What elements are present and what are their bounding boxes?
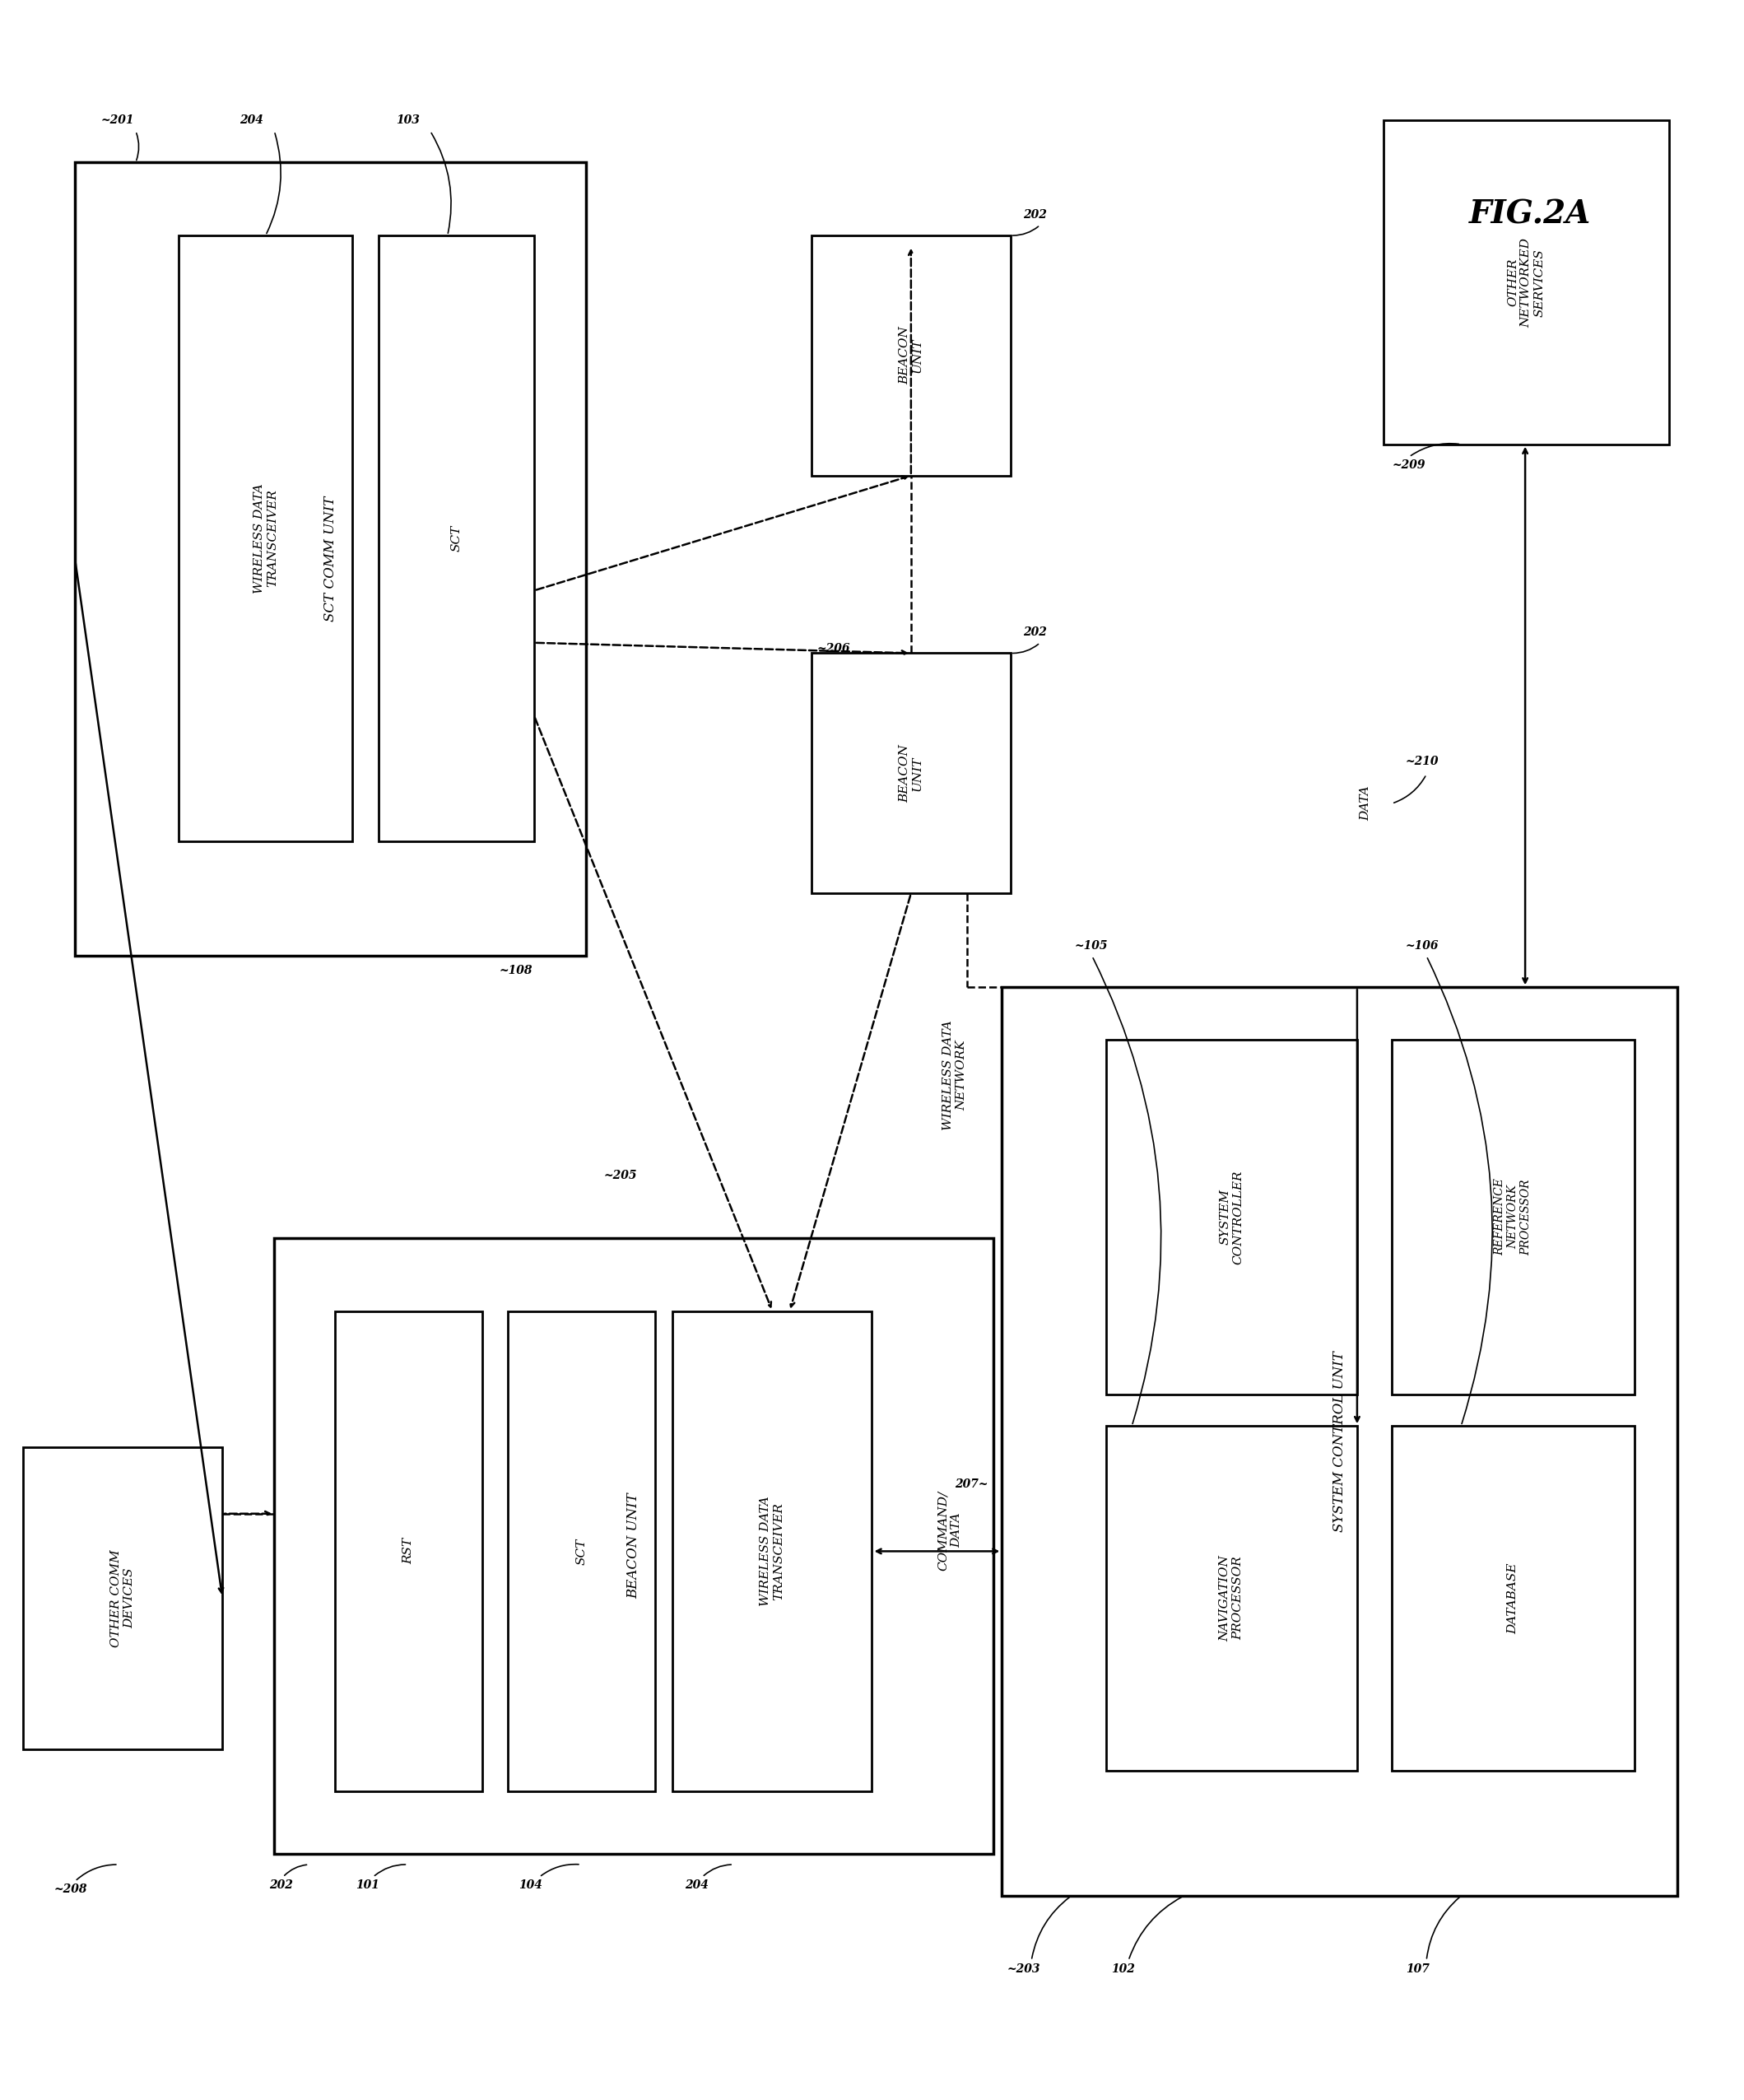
Text: SCT COMM UNIT: SCT COMM UNIT xyxy=(324,496,338,622)
Bar xyxy=(673,1310,872,1791)
Bar xyxy=(1392,1040,1634,1394)
Text: WIRELESS DATA
NETWORK: WIRELESS DATA NETWORK xyxy=(944,1021,968,1130)
Text: SCT: SCT xyxy=(450,525,462,552)
Bar xyxy=(1383,120,1669,445)
Text: RST: RST xyxy=(403,1537,415,1564)
Bar xyxy=(23,1447,221,1749)
Text: 101: 101 xyxy=(356,1880,380,1892)
Text: DATABASE: DATABASE xyxy=(1507,1562,1519,1634)
Text: ~210: ~210 xyxy=(1406,756,1439,766)
Text: 202: 202 xyxy=(1022,626,1046,638)
Text: 207~: 207~ xyxy=(956,1478,989,1491)
Bar xyxy=(811,653,1010,892)
Text: WIRELESS DATA
TRANSCEIVER: WIRELESS DATA TRANSCEIVER xyxy=(253,483,277,594)
Text: OTHER
NETWORKED
SERVICES: OTHER NETWORKED SERVICES xyxy=(1507,237,1545,328)
Bar xyxy=(75,162,586,956)
Text: ~205: ~205 xyxy=(603,1170,637,1180)
Bar xyxy=(1106,1040,1357,1394)
Text: OTHER COMM
DEVICES: OTHER COMM DEVICES xyxy=(110,1550,134,1646)
Bar xyxy=(1392,1426,1634,1770)
Text: 104: 104 xyxy=(518,1880,542,1892)
Bar xyxy=(1106,1426,1357,1770)
Text: ~203: ~203 xyxy=(1006,1964,1041,1974)
Text: BEACON
UNIT: BEACON UNIT xyxy=(898,743,923,802)
Text: SYSTEM CONTROL UNIT: SYSTEM CONTROL UNIT xyxy=(1332,1350,1346,1533)
Text: ~106: ~106 xyxy=(1406,941,1439,951)
Bar xyxy=(180,235,352,842)
Text: SCT: SCT xyxy=(576,1537,588,1564)
Text: 102: 102 xyxy=(1111,1964,1135,1974)
Text: NAVIGATION
PROCESSOR: NAVIGATION PROCESSOR xyxy=(1219,1556,1243,1642)
Text: ~206: ~206 xyxy=(816,643,849,655)
Text: COMMAND/
DATA: COMMAND/ DATA xyxy=(938,1491,963,1571)
Bar xyxy=(274,1239,994,1854)
Bar xyxy=(335,1310,481,1791)
Text: 202: 202 xyxy=(269,1880,293,1892)
Text: WIRELESS DATA
TRANSCEIVER: WIRELESS DATA TRANSCEIVER xyxy=(760,1495,785,1606)
Text: DATA: DATA xyxy=(1360,785,1371,821)
Text: 204: 204 xyxy=(239,116,263,126)
Text: 202: 202 xyxy=(1022,208,1046,220)
Bar xyxy=(1003,987,1678,1896)
Bar xyxy=(378,235,534,842)
Text: FIG.2A: FIG.2A xyxy=(1470,200,1591,231)
Text: ~208: ~208 xyxy=(54,1884,87,1896)
Bar xyxy=(811,235,1010,475)
Text: SYSTEM
CONTROLLER: SYSTEM CONTROLLER xyxy=(1219,1170,1243,1264)
Text: BEACON UNIT: BEACON UNIT xyxy=(626,1493,640,1598)
Text: 103: 103 xyxy=(396,116,419,126)
Bar xyxy=(508,1310,656,1791)
Text: BEACON
UNIT: BEACON UNIT xyxy=(898,326,923,384)
Text: 204: 204 xyxy=(685,1880,708,1892)
Text: 107: 107 xyxy=(1406,1964,1430,1974)
Text: ~209: ~209 xyxy=(1392,460,1425,470)
Text: REFERENCE
NETWORK
PROCESSOR: REFERENCE NETWORK PROCESSOR xyxy=(1495,1178,1533,1256)
Text: ~105: ~105 xyxy=(1074,941,1107,951)
Text: ~201: ~201 xyxy=(101,116,134,126)
Text: ~108: ~108 xyxy=(499,964,534,977)
